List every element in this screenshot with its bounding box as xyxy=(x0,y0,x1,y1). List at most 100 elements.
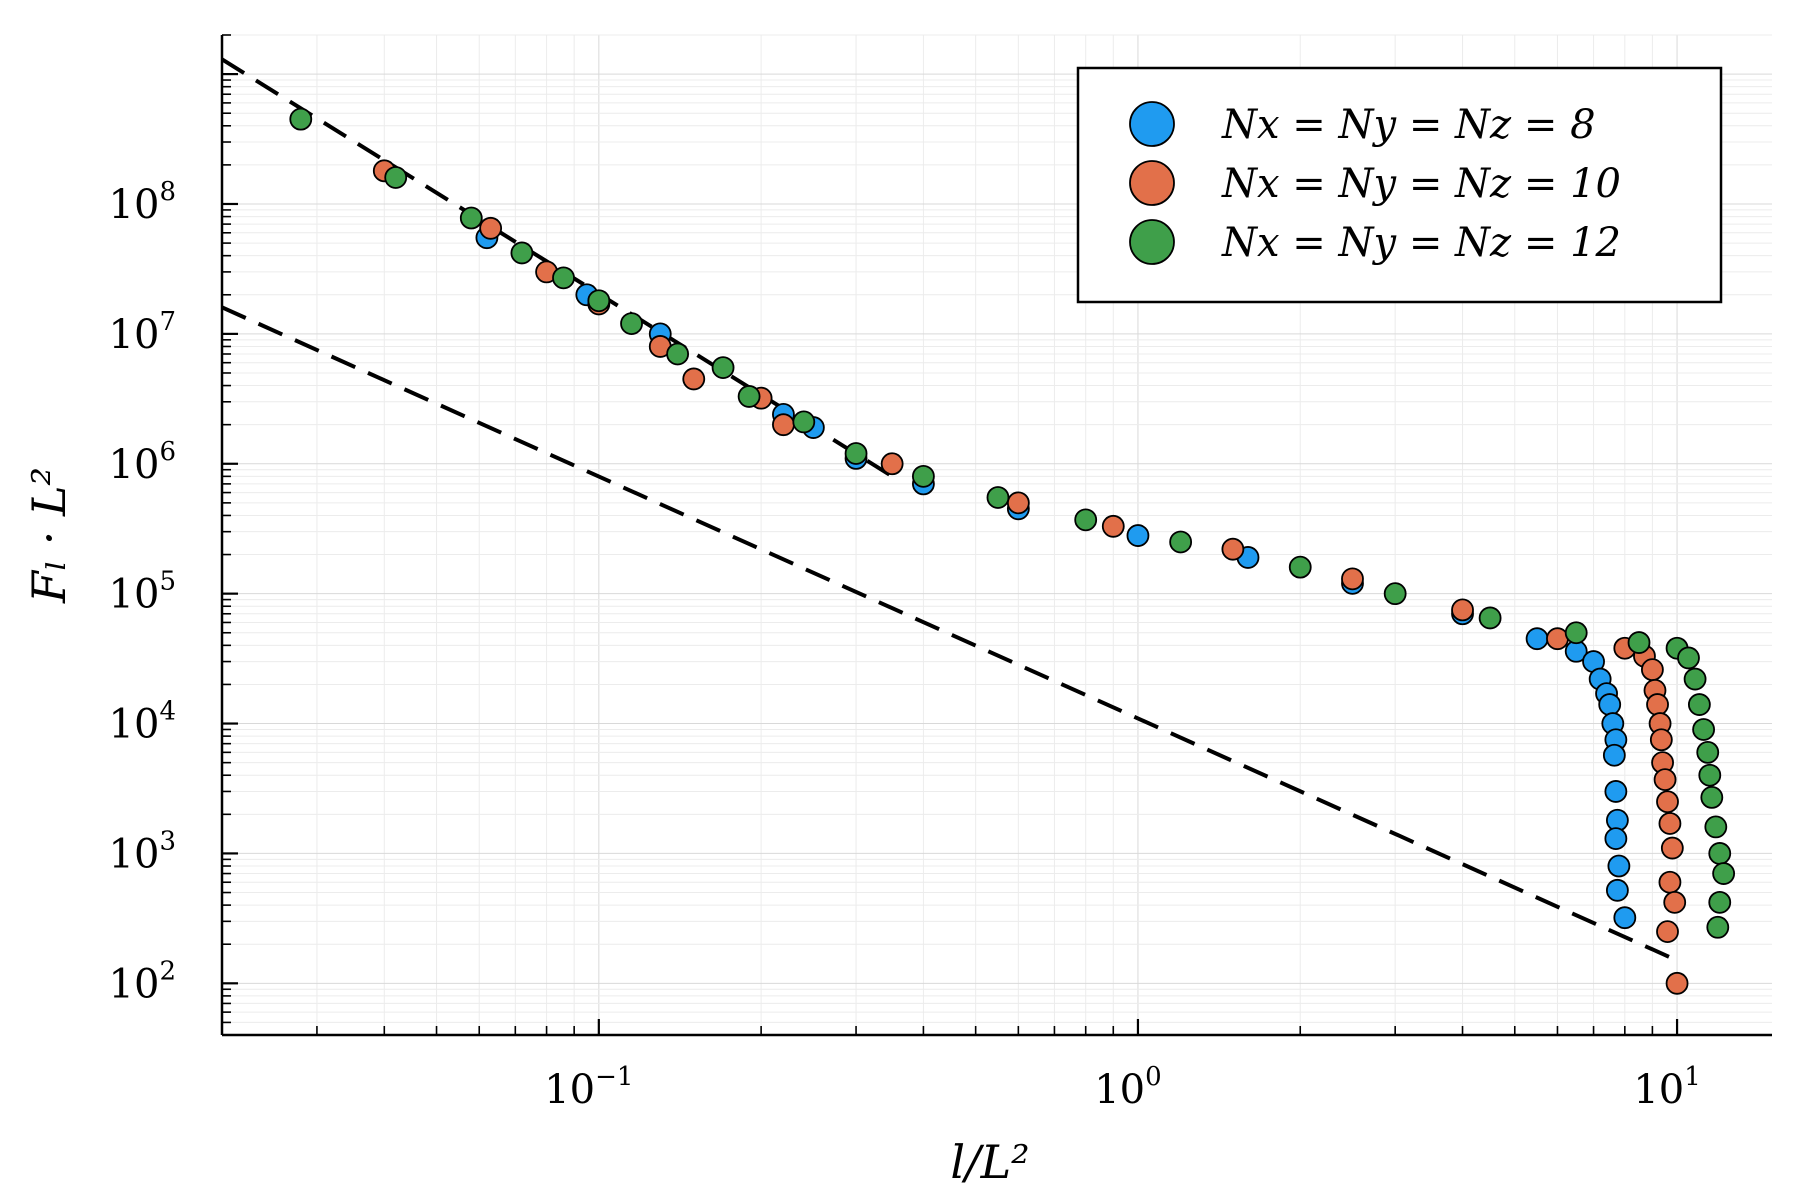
x-axis-label: l/L² xyxy=(950,1135,1029,1189)
data-point xyxy=(1126,524,1150,547)
data-point xyxy=(1658,812,1682,835)
data-point xyxy=(1683,667,1707,691)
data-point xyxy=(552,266,575,290)
legend-label: Nx = Ny = Nz = 12 xyxy=(1221,220,1621,266)
data-point xyxy=(1712,862,1736,885)
y-tick-label: 106 xyxy=(109,437,176,488)
data-point xyxy=(1602,743,1626,767)
data-point xyxy=(1613,906,1637,930)
data-point xyxy=(1660,836,1684,860)
data-point xyxy=(1341,567,1364,591)
data-point xyxy=(1656,920,1679,944)
data-point xyxy=(1074,508,1098,532)
y-tick-exponent: 4 xyxy=(159,697,176,727)
data-point xyxy=(1692,718,1716,741)
y-tick-exponent: 3 xyxy=(159,826,176,856)
data-point xyxy=(1700,785,1724,809)
legend-marker xyxy=(1129,101,1175,147)
legend-marker xyxy=(1129,160,1175,206)
data-point xyxy=(1604,780,1628,803)
data-point xyxy=(1546,627,1569,651)
data-point xyxy=(1698,763,1722,787)
data-point xyxy=(1687,693,1711,716)
data-point xyxy=(912,464,935,488)
legend-label: Nx = Ny = Nz = 8 xyxy=(1221,102,1596,148)
x-tick-exponent: −1 xyxy=(595,1062,633,1092)
data-point xyxy=(1646,693,1669,716)
data-point xyxy=(1604,827,1628,851)
data-point xyxy=(1598,693,1622,716)
y-tick-label: 107 xyxy=(109,307,176,358)
data-point xyxy=(587,289,611,313)
data-point xyxy=(792,410,816,434)
x-tick-label: 101 xyxy=(1633,1062,1700,1113)
y-tick-exponent: 5 xyxy=(159,567,176,597)
data-point xyxy=(1649,728,1673,752)
data-point xyxy=(1564,621,1588,645)
data-point xyxy=(1006,491,1030,515)
data-point xyxy=(1627,631,1651,654)
data-point xyxy=(479,216,503,240)
data-point xyxy=(1525,627,1549,651)
y-tick-label: 105 xyxy=(109,567,176,618)
legend: Nx = Ny = Nz = 8 Nx = Ny = Nz = 10 Nx = Ny… xyxy=(1076,66,1723,304)
data-point xyxy=(880,452,904,476)
series-3 xyxy=(289,107,1736,939)
y-tick-exponent: 8 xyxy=(159,177,176,207)
data-point xyxy=(289,107,313,131)
x-tick-exponent: 0 xyxy=(1145,1062,1162,1092)
data-point xyxy=(711,356,735,379)
y-tick-exponent: 6 xyxy=(159,437,176,467)
data-point xyxy=(1663,890,1687,914)
data-point xyxy=(737,385,761,408)
y-axis-label: Fₗ · L² xyxy=(22,467,76,604)
data-point xyxy=(1677,646,1700,670)
x-tick-label: 10−1 xyxy=(544,1062,633,1113)
series-1 xyxy=(475,226,1637,930)
y-tick-exponent: 2 xyxy=(159,956,176,986)
data-point xyxy=(510,241,534,265)
data-point xyxy=(1656,790,1679,814)
data-point xyxy=(384,166,408,189)
y-tick-exponent: 7 xyxy=(159,307,176,337)
data-point xyxy=(682,367,706,391)
data-point xyxy=(1696,740,1720,764)
data-point xyxy=(772,413,795,437)
data-point xyxy=(459,206,483,230)
axes xyxy=(220,35,1772,1037)
data-point xyxy=(1640,658,1664,682)
data-point xyxy=(1478,606,1502,630)
x-tick-label: 100 xyxy=(1094,1062,1161,1113)
data-point xyxy=(1288,555,1312,579)
data-point xyxy=(1607,854,1631,878)
data-point xyxy=(1169,530,1193,554)
data-point xyxy=(1708,890,1732,914)
axis-labels: l/L² Fₗ · L² xyxy=(22,467,1030,1189)
x-tick-exponent: 1 xyxy=(1684,1062,1701,1092)
data-point xyxy=(1704,815,1728,839)
data-markers xyxy=(289,107,1736,995)
data-point xyxy=(1383,582,1407,606)
data-point xyxy=(1708,842,1732,865)
data-point xyxy=(1101,514,1125,538)
data-point xyxy=(1665,971,1689,995)
dashed-reference-line xyxy=(221,305,1678,963)
y-tick-label: 102 xyxy=(109,956,176,1007)
data-point xyxy=(986,486,1010,509)
data-point xyxy=(620,312,643,335)
data-point xyxy=(1658,870,1682,894)
data-point xyxy=(1706,915,1730,939)
legend-label: Nx = Ny = Nz = 10 xyxy=(1221,161,1621,207)
legend-box xyxy=(1076,66,1723,304)
data-point xyxy=(1653,768,1677,792)
data-point xyxy=(666,342,690,366)
y-tick-label: 108 xyxy=(109,177,176,228)
data-point xyxy=(1451,598,1474,622)
data-point xyxy=(844,442,868,465)
y-tick-label: 103 xyxy=(109,826,176,877)
data-point xyxy=(1605,878,1629,902)
y-tick-label: 104 xyxy=(109,697,176,748)
legend-marker xyxy=(1129,219,1175,265)
